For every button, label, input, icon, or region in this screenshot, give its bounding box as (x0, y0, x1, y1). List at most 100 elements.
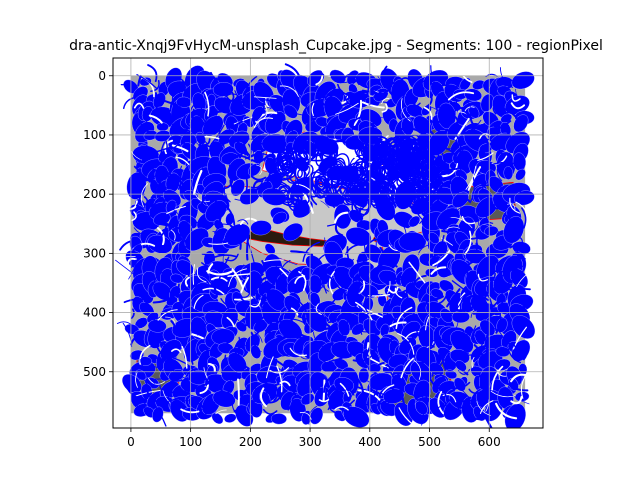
overlay-swirl (379, 189, 391, 206)
overlay-stroke (279, 267, 289, 278)
overlay-stroke (264, 376, 271, 404)
overlay-stroke (138, 118, 149, 125)
overlay-stroke (358, 389, 381, 401)
overlay-blob (138, 356, 152, 366)
overlay-stroke (387, 280, 391, 294)
overlay-stroke (130, 258, 140, 269)
overlay-stroke (374, 362, 385, 375)
overlay-stroke (472, 332, 495, 342)
overlay-stroke (181, 383, 193, 406)
overlay-stroke (265, 392, 283, 404)
overlay-stroke (348, 276, 355, 298)
overlay-stroke (360, 349, 378, 354)
overlay-stroke (146, 146, 172, 155)
overlay-swirl (401, 171, 415, 183)
overlay-stroke (222, 249, 226, 265)
overlay-swirl (361, 137, 385, 152)
overlay-swirl (388, 144, 400, 153)
overlay-stroke (259, 293, 276, 307)
overlay-stroke (303, 99, 316, 124)
overlay-stroke (159, 187, 167, 207)
overlay-stroke (365, 380, 373, 390)
overlay-swirl (376, 189, 394, 206)
overlay-stroke (295, 298, 308, 316)
overlay-stroke (181, 345, 188, 369)
overlay-stroke (349, 154, 363, 167)
overlay-stroke (503, 283, 519, 293)
overlay-stroke (372, 252, 390, 275)
overlay-stroke (460, 63, 473, 84)
overlay-swirl (396, 153, 418, 170)
overlay-stroke (250, 331, 257, 347)
overlay-stroke (499, 67, 514, 89)
overlay-stroke (234, 137, 249, 157)
overlay-stroke (440, 77, 456, 87)
overlay-stroke (393, 294, 400, 305)
overlay-stroke (141, 392, 149, 411)
overlay-stroke (135, 372, 138, 388)
overlay-swirl (297, 169, 303, 179)
overlay-stroke (432, 249, 451, 267)
overlay-stroke (456, 207, 467, 214)
overlay-swirl (297, 149, 309, 161)
chart-title: dra-antic-Xnqj9FvHycM-unsplash_Cupcake.j… (69, 38, 603, 54)
overlay-stroke (266, 157, 272, 181)
overlay-stroke (133, 227, 150, 235)
overlay-stroke (452, 88, 458, 113)
overlay-stroke (253, 323, 263, 337)
overlay-stroke (383, 396, 390, 407)
x-tick-label: 300 (299, 435, 322, 449)
overlay-stroke (486, 168, 494, 186)
overlay-stroke (424, 296, 436, 319)
overlay-stroke (439, 349, 447, 371)
overlay-stroke (442, 394, 457, 403)
overlay-stroke (204, 91, 210, 117)
overlay-stroke (421, 383, 428, 403)
overlay-swirl (314, 175, 329, 199)
overlay-blob (152, 406, 164, 423)
y-tick-label: 200 (83, 187, 106, 201)
overlay-stroke (451, 314, 459, 333)
overlay-stroke (514, 301, 526, 315)
overlay-stroke (117, 256, 136, 259)
overlay-stroke (233, 409, 245, 417)
overlay-swirl (386, 137, 403, 160)
x-tick-label: 600 (478, 435, 501, 449)
overlay-stroke (466, 354, 490, 364)
overlay-stroke (436, 126, 449, 135)
overlay-stroke (290, 318, 308, 338)
overlay-swirl (280, 189, 310, 208)
overlay-stroke (277, 336, 304, 339)
overlay-blob (479, 319, 496, 337)
overlay-blob (415, 400, 428, 415)
overlay-stroke (203, 346, 218, 352)
overlay-stroke (186, 305, 202, 328)
overlay-stroke (495, 322, 504, 334)
overlay-stroke (237, 345, 245, 371)
overlay-swirl (317, 142, 336, 167)
overlay-stroke (171, 144, 189, 153)
overlay-stroke (187, 265, 190, 278)
overlay-stroke (155, 222, 175, 229)
overlay-stroke (240, 276, 250, 294)
overlay-stroke (130, 308, 135, 320)
overlay-stroke (257, 110, 283, 117)
overlay-stroke (247, 283, 260, 300)
overlay-stroke (319, 118, 331, 131)
overlay-stroke (145, 366, 163, 371)
overlay-stroke (239, 98, 246, 112)
overlay-stroke (344, 314, 354, 329)
overlay-swirl (290, 191, 300, 205)
overlay-stroke (425, 95, 433, 108)
overlay-stroke (217, 133, 244, 145)
overlay-stroke (510, 102, 526, 110)
overlay-stroke (436, 106, 451, 121)
overlay-stroke (151, 174, 163, 200)
overlay-stroke (253, 96, 277, 99)
overlay-stroke (512, 326, 528, 350)
overlay-swirl (387, 168, 395, 176)
overlay-stroke (320, 344, 337, 366)
overlay-stroke (362, 261, 373, 268)
overlay-stroke (391, 285, 404, 298)
overlay-swirl (379, 167, 386, 177)
